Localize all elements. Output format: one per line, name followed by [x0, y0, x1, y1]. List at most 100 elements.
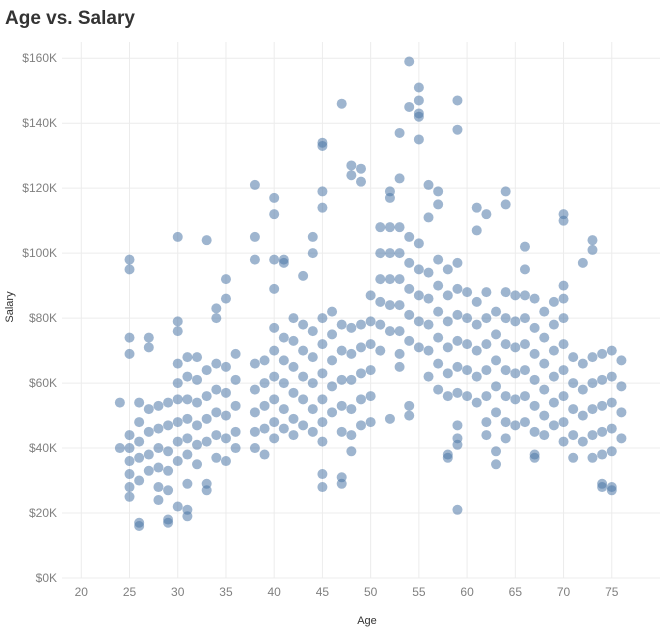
- data-point: [346, 374, 357, 385]
- data-point: [327, 407, 338, 418]
- data-point: [134, 475, 145, 486]
- data-point: [394, 248, 405, 259]
- data-point: [288, 430, 299, 441]
- data-point: [384, 222, 395, 233]
- y-axis-label: Salary: [4, 291, 16, 323]
- data-point: [192, 439, 203, 450]
- data-point: [365, 290, 376, 301]
- data-point: [346, 160, 357, 171]
- data-point: [558, 313, 569, 324]
- data-point: [597, 400, 608, 411]
- data-point: [606, 345, 617, 356]
- data-point: [491, 381, 502, 392]
- data-point: [220, 456, 231, 467]
- data-point: [471, 202, 482, 213]
- data-point: [519, 339, 530, 350]
- data-point: [510, 290, 521, 301]
- data-point: [433, 358, 444, 369]
- data-point: [471, 345, 482, 356]
- data-point: [442, 391, 453, 402]
- data-point: [423, 319, 434, 330]
- data-point: [471, 296, 482, 307]
- data-point: [134, 397, 145, 408]
- data-point: [172, 417, 183, 428]
- data-point: [510, 420, 521, 431]
- data-point: [153, 462, 164, 473]
- data-point: [269, 433, 280, 444]
- data-point: [413, 342, 424, 353]
- data-point: [558, 365, 569, 376]
- data-point: [394, 348, 405, 359]
- data-point: [134, 436, 145, 447]
- data-point: [500, 339, 511, 350]
- data-point: [172, 501, 183, 512]
- data-point: [597, 426, 608, 437]
- data-point: [433, 254, 444, 265]
- data-point: [172, 378, 183, 389]
- data-point: [433, 306, 444, 317]
- data-point: [336, 345, 347, 356]
- data-point: [423, 267, 434, 278]
- data-point: [336, 478, 347, 489]
- data-point: [384, 300, 395, 311]
- data-point: [317, 417, 328, 428]
- data-point: [568, 404, 579, 415]
- data-point: [597, 374, 608, 385]
- data-point: [356, 319, 366, 330]
- data-point: [269, 283, 280, 294]
- data-point: [423, 179, 434, 190]
- data-point: [404, 309, 415, 320]
- data-point: [249, 443, 260, 454]
- data-point: [452, 309, 463, 320]
- data-point: [269, 371, 280, 382]
- data-point: [346, 430, 357, 441]
- data-point: [510, 368, 521, 379]
- data-point: [143, 426, 154, 437]
- data-point: [384, 274, 395, 285]
- data-point: [462, 339, 473, 350]
- data-points: [114, 56, 627, 532]
- data-point: [211, 313, 222, 324]
- data-point: [192, 459, 203, 470]
- data-point: [433, 332, 444, 343]
- data-point: [346, 446, 357, 457]
- data-point: [606, 371, 617, 382]
- data-point: [327, 381, 338, 392]
- data-point: [519, 264, 530, 275]
- data-point: [288, 361, 299, 372]
- data-point: [307, 426, 318, 437]
- data-point: [365, 365, 376, 376]
- data-point: [365, 316, 376, 327]
- data-point: [201, 391, 212, 402]
- data-point: [211, 358, 222, 369]
- data-point: [134, 452, 145, 463]
- x-tick-label: 25: [123, 585, 137, 599]
- data-point: [249, 231, 260, 242]
- data-point: [317, 394, 328, 405]
- data-point: [471, 371, 482, 382]
- data-point: [356, 342, 366, 353]
- data-point: [317, 202, 328, 213]
- data-point: [442, 316, 453, 327]
- data-point: [423, 212, 434, 223]
- data-point: [519, 241, 530, 252]
- data-point: [462, 365, 473, 376]
- data-point: [143, 332, 154, 343]
- data-point: [124, 469, 135, 480]
- data-point: [413, 95, 424, 106]
- data-point: [413, 82, 424, 93]
- data-point: [394, 173, 405, 184]
- y-tick-label: $80K: [29, 311, 57, 325]
- data-point: [452, 95, 463, 106]
- data-point: [539, 332, 550, 343]
- data-point: [375, 222, 386, 233]
- data-point: [577, 257, 588, 268]
- data-point: [134, 521, 145, 532]
- data-point: [114, 443, 125, 454]
- data-point: [172, 436, 183, 447]
- x-tick-label: 60: [460, 585, 474, 599]
- data-point: [519, 313, 530, 324]
- data-point: [163, 517, 174, 528]
- data-point: [356, 368, 366, 379]
- data-point: [539, 358, 550, 369]
